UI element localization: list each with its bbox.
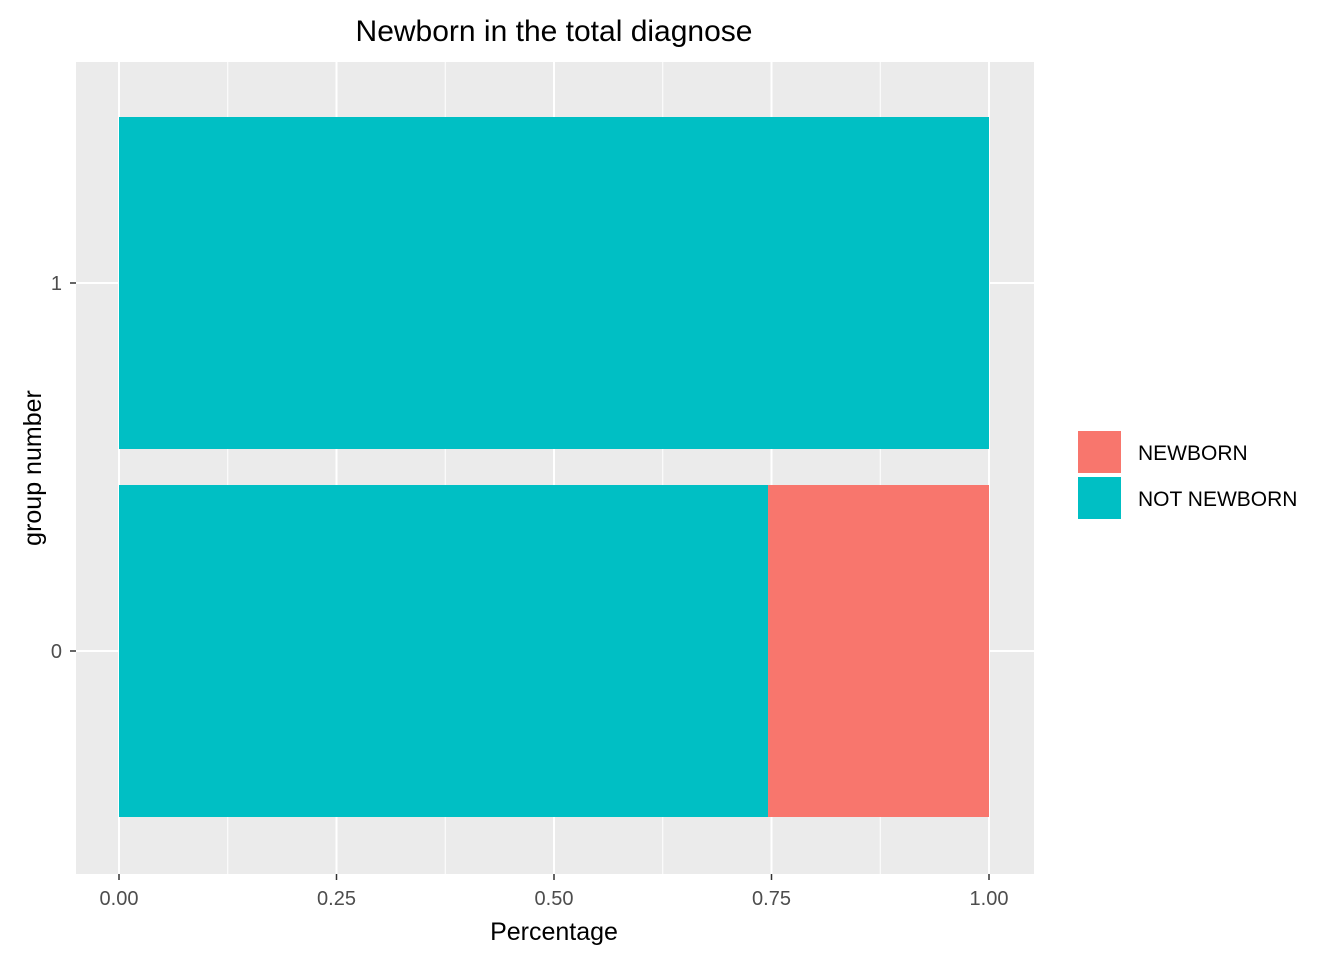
bar-segment: [119, 485, 769, 817]
x-tick-label: 1.00: [970, 888, 1009, 910]
y-axis: 01: [51, 273, 76, 663]
y-axis-title: group number: [19, 390, 47, 546]
x-tick-label: 0.00: [100, 888, 139, 910]
legend-key: [1078, 477, 1121, 519]
x-axis: 0.00 0.25 0.50 0.75 1.00: [100, 874, 1009, 910]
bar-segment: [768, 485, 989, 817]
legend-key: [1078, 431, 1121, 473]
x-tick-label: 0.50: [535, 888, 574, 910]
y-tick-label: 1: [51, 273, 62, 295]
y-tick-label: 0: [51, 641, 62, 663]
legend-label: NOT NEWBORN: [1138, 488, 1297, 511]
x-axis-title: Percentage: [490, 918, 618, 946]
bars: [119, 117, 989, 817]
legend: NEWBORN NOT NEWBORN: [1078, 431, 1297, 519]
legend-label: NEWBORN: [1138, 442, 1248, 465]
chart-title: Newborn in the total diagnose: [356, 15, 753, 48]
x-tick-label: 0.75: [752, 888, 791, 910]
bar-segment: [119, 117, 989, 449]
x-tick-label: 0.25: [317, 888, 356, 910]
